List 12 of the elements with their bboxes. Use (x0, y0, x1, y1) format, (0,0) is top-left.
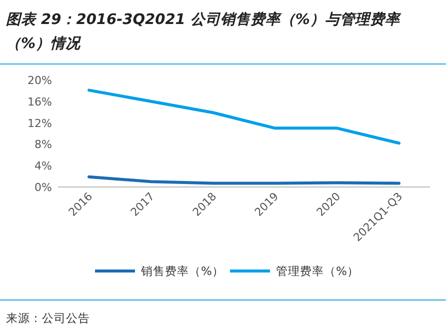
source-note: 来源：公司公告 (6, 311, 90, 325)
legend-label: 管理费率（%） (276, 264, 359, 278)
chart-title: 图表 29：2016-3Q2021 公司销售费率（%）与管理费率（%）情况 (6, 11, 402, 52)
y-tick-label: 4% (34, 160, 52, 173)
y-tick-label: 16% (28, 95, 52, 108)
y-tick-label: 12% (28, 116, 52, 130)
y-tick-label: 20% (28, 74, 52, 87)
line-series (88, 175, 400, 185)
legend-label: 销售费率（%） (140, 264, 224, 278)
y-tick-label: 0% (34, 181, 52, 194)
line-series (88, 88, 400, 145)
y-tick-label: 8% (34, 138, 52, 152)
